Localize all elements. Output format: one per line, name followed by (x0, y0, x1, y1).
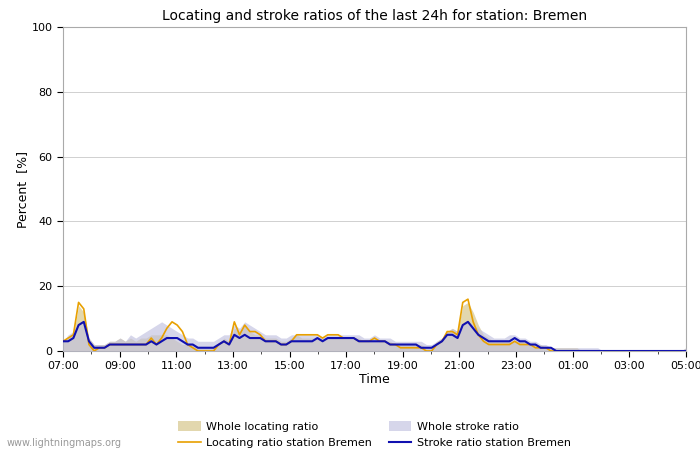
Legend: Whole locating ratio, Locating ratio station Bremen, Whole stroke ratio, Stroke : Whole locating ratio, Locating ratio sta… (178, 421, 570, 449)
Title: Locating and stroke ratios of the last 24h for station: Bremen: Locating and stroke ratios of the last 2… (162, 9, 587, 23)
X-axis label: Time: Time (359, 373, 390, 386)
Y-axis label: Percent  [%]: Percent [%] (16, 150, 29, 228)
Text: www.lightningmaps.org: www.lightningmaps.org (7, 438, 122, 448)
